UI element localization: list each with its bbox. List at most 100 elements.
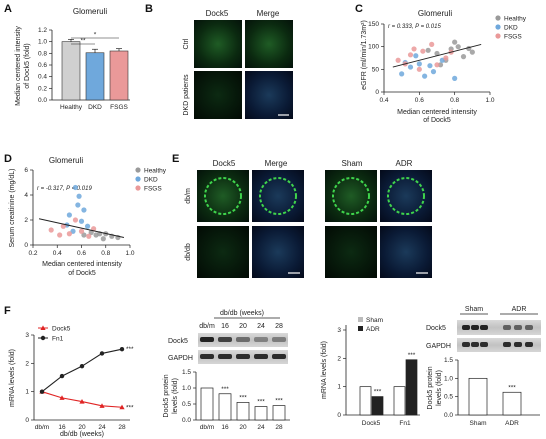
panel-f4-ylabel-line1: Dock5 protein xyxy=(427,366,434,409)
panel-f2-ytick-label: 0.5 xyxy=(182,401,191,408)
panel-b-dkd-merge-image xyxy=(245,71,293,119)
panel-f4-dock5-band xyxy=(462,325,470,330)
panel-c-point-fsgs xyxy=(395,57,401,63)
panel-d-legend-swatch-dkd xyxy=(135,176,141,182)
panel-f4-row-gapdh: GAPDH xyxy=(426,343,451,350)
panel-d-point-healthy xyxy=(81,232,87,238)
panel-e-glomerulus-outline-2 xyxy=(259,177,297,215)
panel-a-xtick-label: Healthy xyxy=(60,104,83,111)
panel-f1-line-fn1 xyxy=(41,348,123,393)
panel-c-point-fsgs xyxy=(434,62,440,68)
panel-d-point-dkd xyxy=(84,223,91,229)
panel-f2-dock5-band xyxy=(218,337,232,342)
panel-d-point-healthy xyxy=(88,229,94,236)
panel-a-xtick-label: DKD xyxy=(88,104,102,111)
panel-f4-sig-label: *** xyxy=(508,384,516,391)
panel-d-legend-swatch-healthy xyxy=(135,167,141,173)
panel-f4-bar-sham xyxy=(468,377,488,416)
panel-c-ytick-label: 100 xyxy=(368,44,379,51)
panel-f2-gapdh-band xyxy=(272,354,286,359)
panel-a-ytick-label: 0.8 xyxy=(38,50,47,57)
panel-f2-ylabel-line1: Dock5 protein xyxy=(163,374,170,417)
panel-d-xlabel-line1: Median centered intensity xyxy=(42,261,122,268)
panel-d-legend-swatch-fsgs xyxy=(135,185,141,191)
panel-c-point-fsgs xyxy=(420,48,426,54)
panel-c-ytick-label: 0 xyxy=(375,89,379,96)
panel-f2-gapdh-band xyxy=(254,354,268,359)
panel-f1-point-fn1 xyxy=(99,351,105,356)
panel-f2-row-gapdh: GAPDH xyxy=(168,355,193,362)
panel-f2-gapdh-band xyxy=(236,354,250,359)
panel-f2-bar xyxy=(236,402,250,421)
panel-f4-bands xyxy=(462,325,533,347)
panel-f3-legend-label-adr: ADR xyxy=(366,326,380,333)
panel-f1-legend: Dock5 Fn1 xyxy=(38,325,71,343)
panel-a-sig-label: ** xyxy=(80,38,86,45)
panel-c-point-fsgs xyxy=(416,66,422,72)
panel-f1-point-fn1 xyxy=(79,363,85,369)
panel-a-ytick-label: 0.4 xyxy=(38,74,47,81)
panel-f2-dock5-band xyxy=(272,337,286,342)
panel-d-xtick-label: 0.8 xyxy=(101,250,110,257)
panel-c-point-healthy xyxy=(469,49,475,55)
panel-e-label: E xyxy=(172,153,179,165)
panel-c-scatter: Glomeruli r = 0.333, P = 0.015 0.4 0.6 0.8… xyxy=(361,9,527,124)
panel-f1-xtick-label: db/m xyxy=(35,424,49,431)
panel-f4-gapdh-band xyxy=(503,342,511,347)
panel-b-ctrl-dock5-image xyxy=(194,20,242,68)
panel-f1-point-fn1 xyxy=(119,346,125,352)
panel-c-xlabel-line2: of Dock5 xyxy=(423,117,451,124)
panel-e-dbdb-dock5-image xyxy=(197,226,249,278)
panel-d-point-fsgs xyxy=(57,232,63,238)
panel-c-ytick-label: 50 xyxy=(372,66,380,73)
panel-a-sig-label: * xyxy=(94,32,97,39)
panel-a-xtick-label: FSGS xyxy=(110,104,128,111)
panel-d-xtick-label: 0.4 xyxy=(53,250,62,257)
panel-f2-sig-label: *** xyxy=(257,399,265,406)
panel-d-regression-line xyxy=(38,218,125,238)
panel-e-col-dock5: Dock5 xyxy=(213,159,236,168)
panel-f3-bar-adr xyxy=(371,396,384,416)
panel-d-ytick-label: 0 xyxy=(24,242,28,249)
panel-d-point-fsgs xyxy=(86,233,92,239)
panel-d-xtick-label: 1.0 xyxy=(125,250,134,257)
panel-f4-dock5-band xyxy=(471,325,479,330)
panel-c-point-dkd xyxy=(407,64,414,70)
panel-c-point-healthy xyxy=(434,50,440,57)
panel-e-col-sham: Sham xyxy=(342,159,363,168)
panel-f2-lane-label: 20 xyxy=(239,323,247,330)
panel-b-col-dock5: Dock5 xyxy=(206,9,229,18)
panel-f1-legend-label-fn1: Fn1 xyxy=(52,336,64,343)
panel-f4-adr: ADR xyxy=(512,306,527,313)
panel-a-ylabel-line1: Median centered intensity xyxy=(15,26,22,106)
panel-f3-xtick-label: Dock5 xyxy=(362,420,381,427)
panel-f4-dock5-band xyxy=(514,325,522,330)
panel-f2-dock5-blot xyxy=(198,333,288,347)
panel-d-point-fsgs xyxy=(91,226,97,232)
panel-f3-ylabel: mRNA levels (fold) xyxy=(321,341,328,399)
panel-d-stat: r = -0.317, P = 0.019 xyxy=(37,186,92,192)
panel-f-adr-mrna-bars: 0 1 2 3 *** Dock5 *** Fn1 Sham ADR mRNA levels … xyxy=(321,317,420,427)
panel-d-point-healthy xyxy=(100,236,106,242)
panel-c-legend-label-fsgs: FSGS xyxy=(504,34,522,41)
panel-f4-ytick-label: 0.5 xyxy=(444,394,453,401)
panel-d-ytick-label: 4 xyxy=(24,192,28,199)
panel-f2-ticks: 0.0 0.5 1.0 1.5 xyxy=(182,369,196,424)
panel-f2-bar xyxy=(254,406,268,421)
panel-f1-ylabel: mRNA levels (fold) xyxy=(9,349,16,407)
panel-f1-point-fn1 xyxy=(59,373,65,379)
panel-f4-dock5-band xyxy=(480,325,488,330)
panel-a-ytick-label: 0.0 xyxy=(38,97,47,104)
panel-f3-xtick-label: Fn1 xyxy=(399,420,411,427)
panel-b-label: B xyxy=(145,3,153,15)
panel-a-significance: *** xyxy=(71,32,119,45)
panel-f3-sig-label: *** xyxy=(374,389,382,396)
panel-a-title: Glomeruli xyxy=(73,7,107,16)
panel-c-legend-swatch-healthy xyxy=(495,15,501,21)
panel-b-dkd-dock5-image xyxy=(194,71,242,119)
panel-f1-point-fn1 xyxy=(39,389,45,394)
panel-a-bars: Healthy DKD FSGS xyxy=(60,38,129,111)
panel-a-bar-healthy xyxy=(61,41,81,101)
panel-f1-end-label-fn1: *** xyxy=(126,346,134,353)
panel-b-ctrl-merge-image xyxy=(245,20,293,68)
